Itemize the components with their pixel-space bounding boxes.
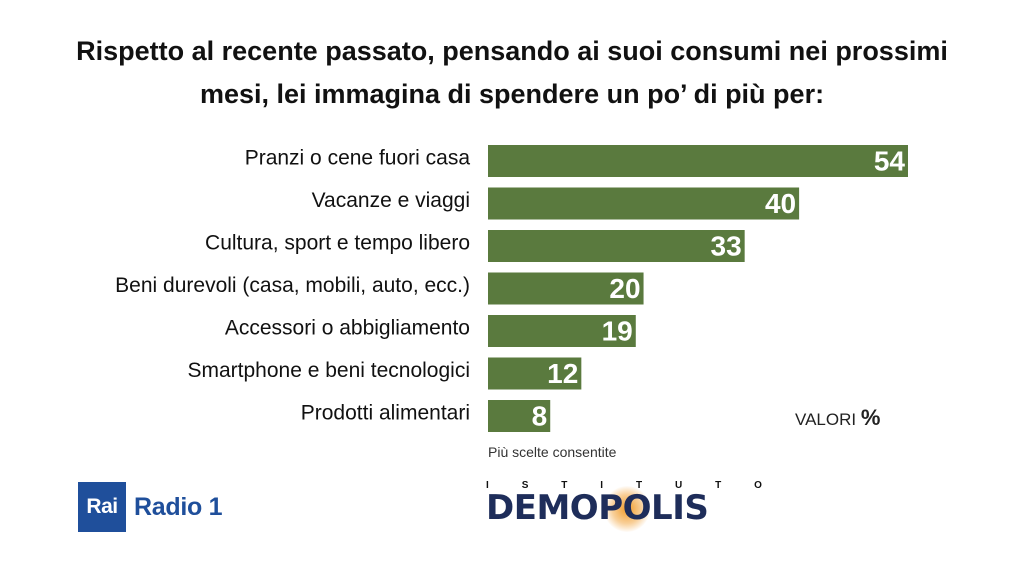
bar-value-label: 54 [874,145,906,176]
bar [488,230,745,262]
footnote: Più scelte consentite [488,444,617,460]
demopolis-wordmark-left: DEM [486,488,570,528]
chart-title-line-1: Rispetto al recente passato, pensando ai… [76,36,948,66]
category-label: Prodotti alimentari [301,402,470,425]
category-label: Vacanze e viaggi [312,189,470,212]
bar [488,400,551,432]
bar-value-label: 40 [765,188,796,219]
istituto-letter: O [754,480,762,491]
units-label-text: VALORI [795,410,857,429]
category-label: Accessori o abbigliamento [225,317,470,340]
demopolis-istituto-text: I S T I T U T O [486,480,762,491]
demopolis-wordmark-o: O [569,488,599,528]
istituto-letter: U [674,480,683,491]
bar [488,145,908,177]
chart-title: Rispetto al recente passato, pensando ai… [60,30,964,116]
chart-title-line-2: mesi, lei immagina di spendere un po’ di… [199,79,825,109]
bar [488,357,582,390]
units-label: VALORI % [795,405,880,431]
bar-value-label: 33 [711,230,742,261]
radio1-logo-text: Radio 1 [134,492,223,521]
istituto-letter: T [635,480,643,491]
bar-value-label: 20 [609,273,640,304]
rai-radio1-logo: Rai Radio 1 [78,482,223,532]
istituto-letter: T [561,480,568,491]
category-label: Pranzi o cene fuori casa [245,147,471,170]
demopolis-wordmark-right: POLIS [598,488,709,528]
bar-value-label: 12 [547,358,578,389]
rai-logo-box: Rai [78,482,126,532]
units-percent-symbol: % [860,405,881,430]
istituto-letter: I [600,480,604,491]
bar [488,272,644,305]
istituto-letter: I [486,480,489,491]
istituto-letter: S [521,480,529,491]
category-label: Cultura, sport e tempo libero [205,232,470,255]
category-label: Beni durevoli (casa, mobili, auto, ecc.) [115,274,470,297]
istituto-letter: T [715,480,722,491]
category-label: Smartphone e beni tecnologici [187,359,470,382]
bar [488,187,800,220]
demopolis-wordmark: DEMOPOLIS [486,488,709,528]
bar-value-label: 19 [602,315,633,346]
demopolis-sun-icon [604,486,650,532]
bar-value-label: 8 [532,400,548,431]
demopolis-logo: I S T I T U T O DEMOPOLIS [486,480,766,536]
bar [488,315,636,347]
